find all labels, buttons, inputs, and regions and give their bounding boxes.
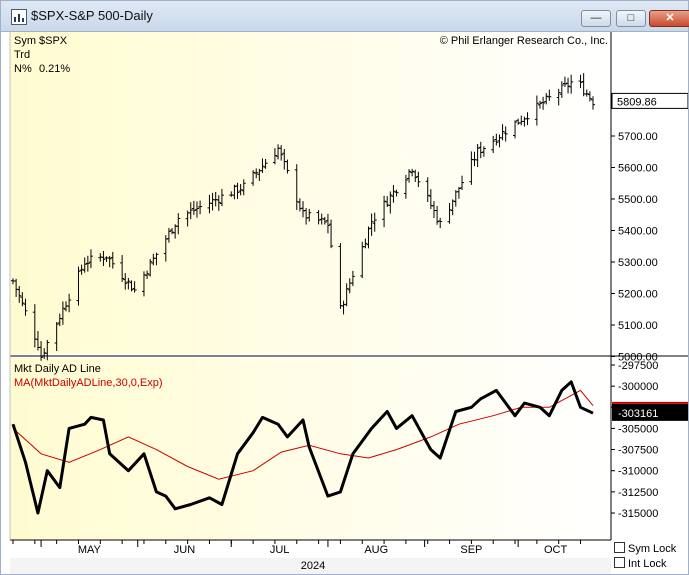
price-tick-label: 5300.00	[618, 257, 658, 269]
ad-line	[11, 380, 594, 515]
x-month-label: AUG	[364, 544, 388, 556]
int-lock-box[interactable]	[614, 557, 625, 568]
title-bar: $SPX-S&P 500-Daily — □ ✕	[1, 1, 689, 32]
breadth-last-value-box	[612, 403, 688, 421]
int-lock-checkbox[interactable]: Int Lock	[614, 557, 667, 570]
price-panel-bg	[10, 32, 611, 354]
price-last-value: 5809.86	[617, 96, 657, 108]
chart-app-icon	[11, 9, 27, 25]
sym-lock-label: Sym Lock	[628, 543, 677, 555]
price-tick-label: 5200.00	[618, 289, 658, 301]
chart-canvas: Sym $SPX Trd N% 0.21% © Phil Erlanger Re…	[9, 32, 688, 574]
breadth-tick-label: -297500	[618, 360, 658, 372]
breadth-tick-label: -307500	[618, 445, 658, 457]
x-month-label: MAY	[78, 544, 102, 556]
x-year-label: 2024	[301, 560, 325, 572]
breadth-tick-label: -300000	[618, 381, 658, 393]
price-last-value-box	[611, 92, 688, 109]
price-tick-label: 5600.00	[618, 163, 658, 175]
maximize-icon: □	[627, 12, 635, 24]
sym-value: $SPX	[39, 35, 68, 47]
n-label: N%	[14, 63, 32, 75]
x-month-label: JUL	[270, 544, 290, 556]
price-tick-label: 5000.00	[618, 352, 658, 364]
minimize-icon: —	[590, 12, 602, 24]
price-tick-label: 5400.00	[618, 226, 658, 238]
breadth-tick-label: -315000	[618, 508, 658, 520]
n-value: 0.21%	[39, 63, 70, 75]
price-tick-label: 5700.00	[618, 131, 658, 143]
breadth-last-value: -303161	[618, 408, 658, 420]
maximize-button[interactable]: □	[616, 10, 646, 27]
trd-label: Trd	[14, 49, 30, 61]
price-tick-label: 5100.00	[618, 320, 658, 332]
copyright-text: © Phil Erlanger Research Co., Inc.	[440, 35, 608, 47]
breadth-tick-label: -312500	[618, 487, 658, 499]
minimize-button[interactable]: —	[581, 10, 611, 27]
ma-legend: MA(MktDailyADLine,30,0,Exp)	[14, 377, 163, 389]
x-month-label: OCT	[544, 544, 568, 556]
breadth-tick-label: -310000	[618, 466, 658, 478]
sym-lock-checkbox[interactable]: Sym Lock	[614, 542, 676, 555]
sym-label: Sym	[14, 35, 36, 47]
price-tick-label: 5500.00	[618, 194, 658, 206]
window-title: $SPX-S&P 500-Daily	[31, 8, 153, 23]
int-lock-label: Int Lock	[628, 558, 667, 570]
x-month-label: JUN	[174, 544, 195, 556]
x-month-label: SEP	[460, 544, 482, 556]
close-button[interactable]: ✕	[649, 10, 689, 27]
ma-last-value-marker	[612, 401, 688, 404]
year-strip	[10, 558, 611, 574]
breadth-tick-label: -305000	[618, 423, 658, 435]
ad-line-legend: Mkt Daily AD Line	[14, 363, 101, 375]
close-icon: ✕	[665, 12, 675, 24]
sym-lock-box[interactable]	[614, 542, 625, 553]
